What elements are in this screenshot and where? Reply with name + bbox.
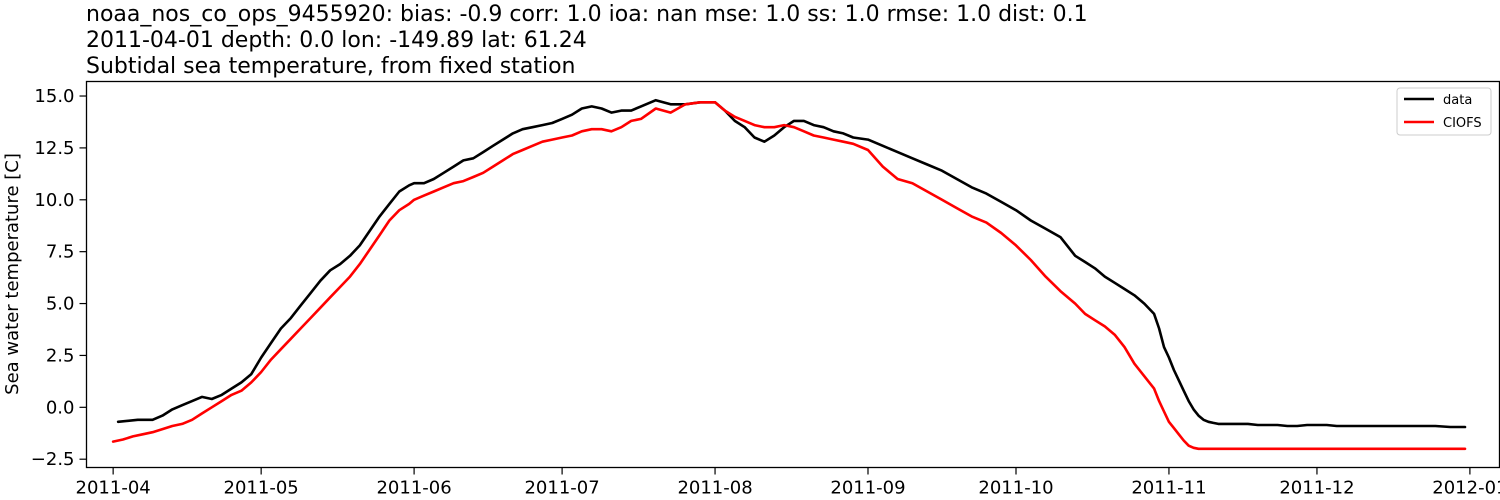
y-tick-label: 15.0 (34, 86, 74, 107)
y-tick-label: 2.5 (46, 345, 75, 366)
y-tick-label: 0.0 (46, 397, 75, 418)
y-axis-label: Sea water temperature [C] (2, 153, 23, 395)
series-line-data (116, 98, 1467, 429)
x-tick-label: 2011-04 (76, 478, 151, 499)
y-tick-label: 7.5 (46, 242, 75, 263)
x-tick-label: 2011-12 (1279, 478, 1354, 499)
series-line-ciofs (111, 101, 1467, 451)
x-tick-label: 2011-11 (1131, 478, 1206, 499)
x-tick-label: 2011-06 (376, 478, 451, 499)
x-tick-label: 2012-01 (1432, 478, 1500, 499)
y-tick-label: −2.5 (31, 449, 75, 470)
tick-layer: 2011-04 2011-05 2011-06 2011-07 2011-08 2011-… (31, 86, 1500, 498)
title-line-metrics: noaa_nos_co_ops_9455920: bias: -0.9 corr… (86, 2, 1088, 27)
x-tick-label: 2011-05 (224, 478, 299, 499)
plot-frame (85, 80, 1500, 469)
series-layer (111, 98, 1467, 451)
legend-label: data (1443, 93, 1472, 108)
x-tick-label: 2011-09 (830, 478, 905, 499)
title-line-description: Subtidal sea temperature, from fixed sta… (86, 54, 576, 79)
y-tick-label: 5.0 (46, 294, 75, 315)
chart-title-block: noaa_nos_co_ops_9455920: bias: -0.9 corr… (86, 2, 1088, 80)
y-tick-label: 10.0 (34, 190, 74, 211)
x-tick-label: 2011-07 (524, 478, 599, 499)
legend-label: CIOFS (1443, 116, 1482, 131)
title-line-location: 2011-04-01 depth: 0.0 lon: -149.89 lat: … (86, 28, 587, 53)
y-tick-label: 12.5 (34, 138, 74, 159)
x-tick-label: 2011-10 (978, 478, 1053, 499)
x-tick-label: 2011-08 (677, 478, 752, 499)
legend: data CIOFS (1396, 87, 1492, 136)
